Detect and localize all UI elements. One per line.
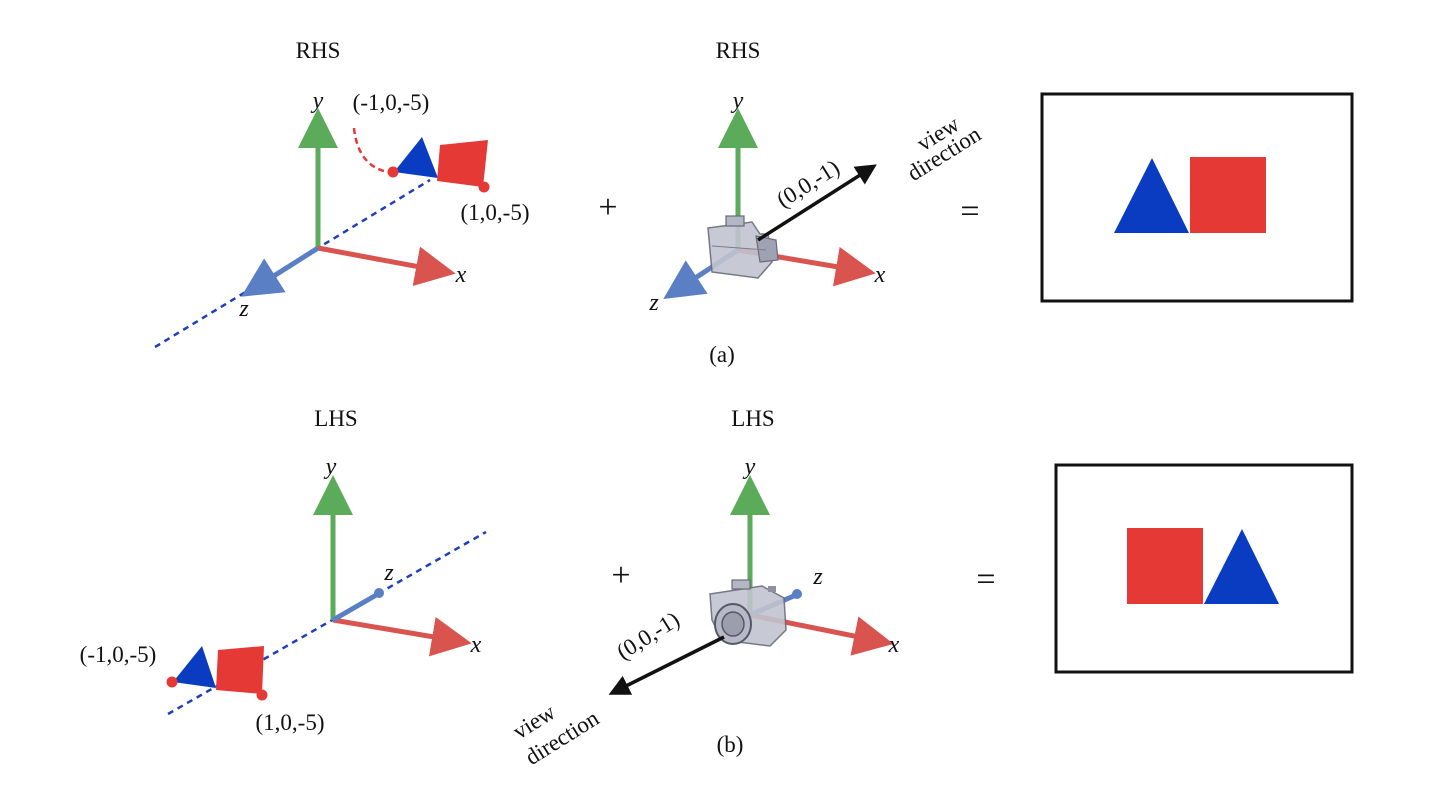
panel-b-x-label: x [470, 632, 482, 658]
panel-a-x-axis-arrow [317, 245, 456, 286]
panel-b-z-axis-tip [374, 588, 384, 598]
panel-b-point-right-marker [256, 689, 268, 701]
panel-a-result-triangle [1114, 158, 1189, 233]
panel-b-camera-y-label: y [743, 454, 756, 480]
panel-a-point-left-label: (-1,0,-5) [353, 90, 430, 115]
panel-a-point-right-marker [478, 181, 490, 193]
panel-a-point-right-label: (1,0,-5) [461, 200, 530, 225]
panel-b-camera-frame: LHS (0,0,-1) view direction y x z [508, 406, 899, 770]
panel-b-triangle [173, 646, 216, 688]
panel-a-world: RHS y x z (-1,0,-5) (1,0,-5) [154, 38, 530, 349]
panel-b-point-left-marker [166, 676, 178, 688]
panel-b-world-title: LHS [314, 406, 357, 431]
panel-a-camera-frame: RHS (0,0,-1) view direction y x z [648, 38, 985, 316]
panel-b-point-right-label: (1,0,-5) [256, 710, 325, 735]
panel-b-caption: (b) [717, 732, 744, 757]
panel-b-camera-x-label: x [888, 632, 900, 658]
panel-a-plus-sign: + [598, 189, 617, 226]
panel-b-camera-title: LHS [731, 406, 774, 431]
panel-a-camera-y-label: y [731, 88, 744, 114]
panel-b-result-square [1127, 528, 1203, 604]
panel-b-z-dashed-line [167, 530, 487, 716]
panel-a-point-left-marker [387, 166, 399, 178]
panel-a-caption: (a) [709, 342, 735, 367]
panel-a-z-axis-arrow [241, 245, 320, 297]
panel-a-rotation-dashed-arc [352, 127, 389, 174]
panel-b-world: LHS y x z (-1,0,-5) (1,0,-5) [80, 406, 487, 735]
panel-b-result-triangle [1204, 529, 1279, 604]
panel-b-y-label: y [324, 454, 337, 480]
panel-b-camera-z-label: z [812, 564, 823, 590]
panel-b-view-direction-arrow [608, 635, 725, 695]
panel-a-camera-z-label: z [648, 290, 659, 316]
panel-b-x-axis-arrow [332, 616, 472, 657]
panel-a-world-title: RHS [296, 38, 341, 63]
panel-a-camera-x-label: x [874, 262, 886, 288]
panel-a: RHS y x z (-1,0,-5) (1,0,-5) + RHS [154, 38, 1354, 367]
camera-icon [707, 215, 779, 279]
panel-b-plus-sign: + [611, 557, 630, 594]
panel-b-rendered-image [1054, 463, 1354, 674]
panel-b-image-frame [1054, 463, 1354, 674]
panel-a-equals-sign: = [960, 193, 979, 230]
panel-a-x-label: x [455, 262, 467, 288]
panel-b-camera-z-axis-tip [792, 589, 802, 599]
panel-a-result-square [1190, 157, 1266, 233]
panel-a-view-direction-arrow [757, 164, 877, 242]
panel-a-z-dashed-line [154, 178, 431, 349]
panel-a-y-label: y [311, 88, 324, 114]
panel-b: LHS y x z (-1,0,-5) (1,0,-5) + LHS [80, 406, 1354, 770]
panel-b-view-vector-label: (0,0,-1) [612, 607, 684, 665]
panel-a-triangle [394, 137, 438, 178]
panel-a-view-vector-label: (0,0,-1) [772, 155, 844, 213]
panel-a-rendered-image [1040, 92, 1354, 303]
panel-b-square [216, 646, 264, 694]
panel-b-equals-sign: = [976, 561, 995, 598]
panel-b-z-label: z [383, 560, 394, 586]
panel-a-camera-title: RHS [716, 38, 761, 63]
panel-a-z-label: z [238, 296, 249, 322]
panel-a-square [437, 140, 488, 187]
panel-b-z-axis-arrow [331, 591, 380, 623]
camera-icon [709, 579, 787, 647]
panel-b-point-left-label: (-1,0,-5) [80, 642, 157, 667]
